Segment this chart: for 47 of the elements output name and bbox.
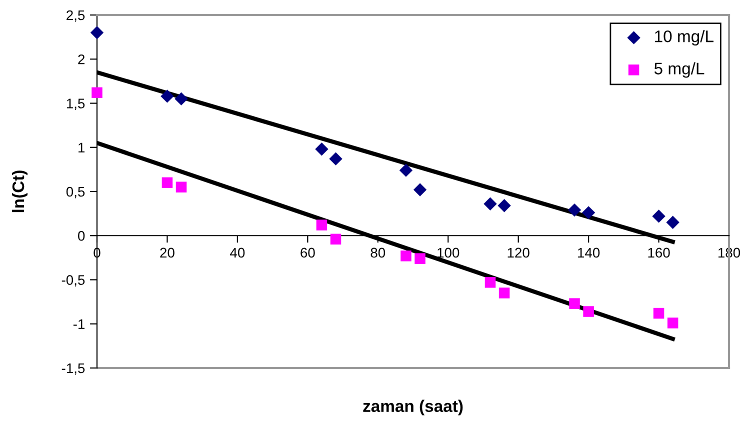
x-tick-label: 100 [438, 248, 460, 258]
point [316, 220, 328, 230]
y-tick-label: -1,5 [62, 363, 85, 375]
point [90, 26, 104, 40]
point [498, 288, 510, 298]
y-tick-label: 0,5 [66, 186, 85, 198]
point [484, 277, 496, 288]
point [498, 199, 511, 212]
point [667, 318, 678, 328]
x-tick-label: 80 [370, 248, 386, 258]
x-tick-label: 40 [230, 248, 245, 258]
point [568, 203, 582, 217]
point [330, 234, 342, 245]
point [484, 197, 497, 210]
y-tick-label: 2 [78, 54, 84, 64]
y-tick-label: -0,5 [62, 275, 85, 287]
x-tick-label: 120 [508, 248, 530, 258]
point [582, 206, 596, 220]
point [666, 216, 680, 229]
point [583, 306, 594, 317]
legend-label: 10 mg/L [655, 30, 714, 46]
point [652, 210, 666, 223]
point [176, 182, 187, 192]
point [92, 87, 102, 98]
y-tick-label: 2,5 [66, 10, 85, 22]
point [399, 164, 413, 177]
x-tick-label: 20 [160, 248, 174, 258]
x-tick-label: 60 [300, 248, 315, 258]
x-axis-title: zaman (saat) [363, 400, 463, 416]
point [315, 142, 328, 156]
y-tick-label: -1 [73, 319, 85, 329]
point [174, 92, 188, 106]
x-tick-label: 140 [578, 248, 600, 258]
point [569, 298, 580, 309]
point [653, 308, 664, 319]
point [400, 250, 412, 262]
x-tick-label: 160 [648, 248, 670, 258]
y-tick-label: 1 [78, 142, 85, 152]
point [413, 183, 427, 196]
point [414, 253, 426, 264]
point [162, 177, 173, 188]
legend-label: 5 mg/L [654, 62, 704, 78]
point [160, 90, 174, 103]
y-axis-title: ln(Ct) [12, 170, 28, 212]
y-tick-label: 0 [78, 230, 85, 241]
y-tick-label: 1,5 [66, 98, 85, 110]
point [329, 152, 342, 166]
